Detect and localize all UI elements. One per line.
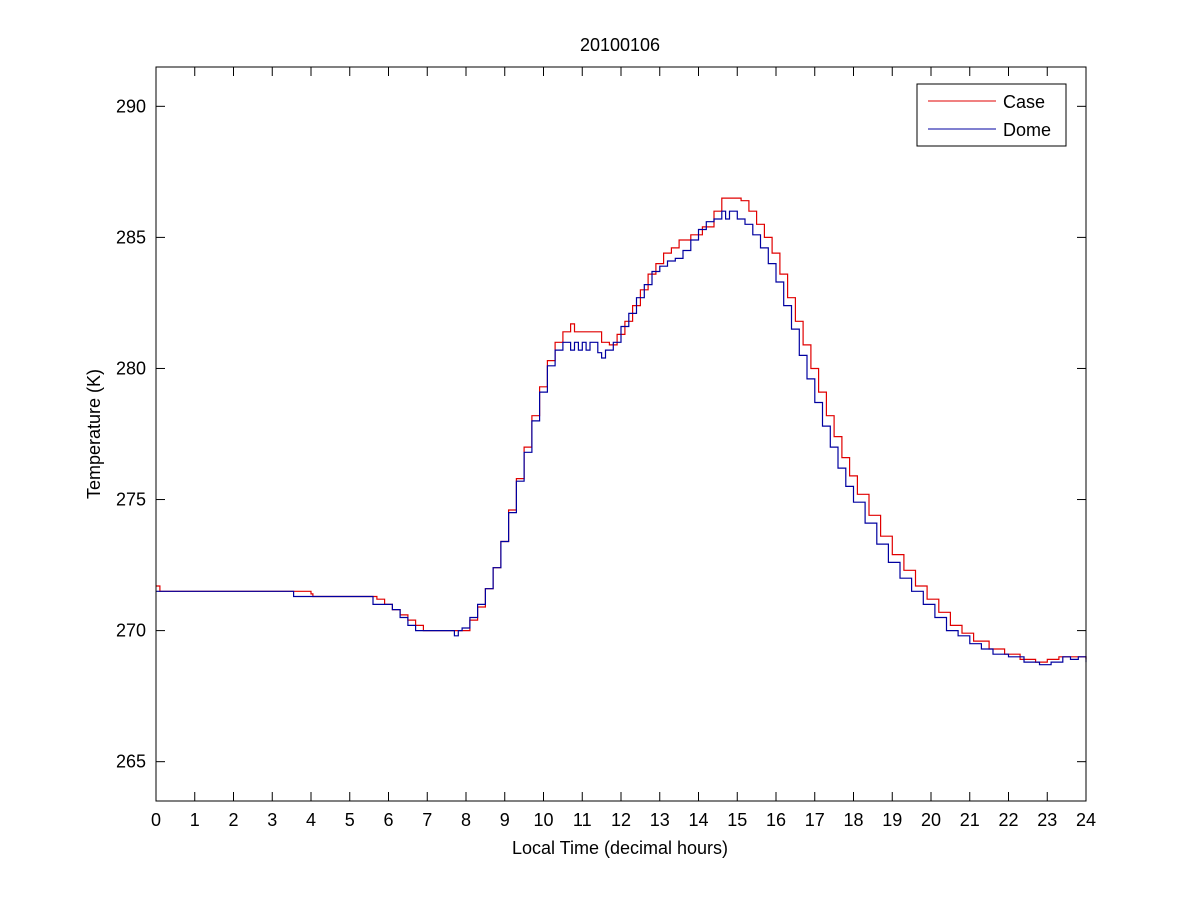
x-tick-label: 1 bbox=[190, 810, 200, 830]
y-tick-label: 265 bbox=[116, 752, 146, 772]
x-tick-label: 23 bbox=[1037, 810, 1057, 830]
x-tick-label: 2 bbox=[228, 810, 238, 830]
x-tick-label: 24 bbox=[1076, 810, 1096, 830]
x-tick-label: 16 bbox=[766, 810, 786, 830]
y-tick-label: 280 bbox=[116, 358, 146, 378]
x-tick-label: 9 bbox=[500, 810, 510, 830]
x-tick-label: 5 bbox=[345, 810, 355, 830]
y-axis-label: Temperature (K) bbox=[84, 369, 104, 499]
x-tick-label: 19 bbox=[882, 810, 902, 830]
plot-area-frame bbox=[155, 66, 1087, 802]
y-tick-label: 290 bbox=[116, 96, 146, 116]
y-tick-label: 275 bbox=[116, 490, 146, 510]
x-tick-label: 4 bbox=[306, 810, 316, 830]
x-tick-label: 15 bbox=[727, 810, 747, 830]
series-line-dome bbox=[156, 210, 1087, 666]
y-tick-label: 285 bbox=[116, 227, 146, 247]
chart-title: 20100106 bbox=[580, 35, 660, 55]
legend-box bbox=[916, 83, 1067, 147]
x-tick-label: 18 bbox=[843, 810, 863, 830]
legend-label-case: Case bbox=[1003, 92, 1045, 112]
x-tick-label: 6 bbox=[383, 810, 393, 830]
x-tick-label: 17 bbox=[805, 810, 825, 830]
x-axis-label: Local Time (decimal hours) bbox=[512, 838, 728, 858]
legend-label-dome: Dome bbox=[1003, 120, 1051, 140]
x-tick-label: 14 bbox=[688, 810, 708, 830]
x-tick-label: 0 bbox=[151, 810, 161, 830]
x-tick-label: 8 bbox=[461, 810, 471, 830]
x-tick-label: 7 bbox=[422, 810, 432, 830]
x-tick-label: 21 bbox=[960, 810, 980, 830]
x-tick-label: 13 bbox=[650, 810, 670, 830]
legend: Case Dome bbox=[916, 83, 1067, 147]
x-tick-label: 11 bbox=[573, 810, 592, 830]
x-tick-label: 3 bbox=[267, 810, 277, 830]
x-tick-label: 10 bbox=[533, 810, 553, 830]
x-tick-label: 22 bbox=[998, 810, 1018, 830]
x-tick-label: 12 bbox=[611, 810, 631, 830]
y-tick-label: 270 bbox=[116, 621, 146, 641]
x-tick-label: 20 bbox=[921, 810, 941, 830]
series-layer bbox=[156, 197, 1087, 666]
tick-layer: 0 1 2 3 4 5 6 7 8 9 10 11 12 13 14 15 16 17 18 19 20 21 22 23 24… bbox=[116, 67, 1096, 830]
